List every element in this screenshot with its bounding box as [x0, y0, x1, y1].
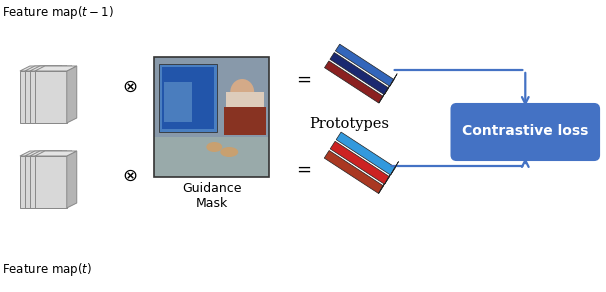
Ellipse shape: [221, 147, 238, 157]
Polygon shape: [324, 150, 384, 194]
Bar: [162, 67, 215, 129]
Bar: [226, 92, 264, 127]
Bar: [224, 107, 266, 135]
Polygon shape: [35, 156, 67, 208]
Polygon shape: [62, 151, 72, 208]
Polygon shape: [52, 151, 62, 208]
Polygon shape: [379, 180, 387, 194]
Bar: [155, 57, 269, 177]
Polygon shape: [62, 66, 72, 123]
Polygon shape: [57, 151, 67, 208]
Polygon shape: [57, 66, 67, 123]
Polygon shape: [20, 156, 52, 208]
Polygon shape: [25, 71, 57, 123]
Bar: [164, 82, 192, 122]
Polygon shape: [20, 151, 62, 156]
Polygon shape: [390, 161, 399, 175]
Polygon shape: [384, 82, 391, 95]
Text: Contrastive loss: Contrastive loss: [462, 124, 588, 138]
Bar: [155, 137, 269, 177]
Polygon shape: [30, 156, 62, 208]
Polygon shape: [67, 151, 77, 208]
Polygon shape: [379, 91, 387, 103]
Text: Feature map$(t)$: Feature map$(t)$: [2, 261, 92, 278]
Text: Feature map$(t-1)$: Feature map$(t-1)$: [2, 4, 114, 21]
Text: =: =: [296, 71, 311, 89]
Polygon shape: [35, 151, 77, 156]
Polygon shape: [35, 66, 77, 71]
Polygon shape: [67, 66, 77, 123]
Polygon shape: [25, 156, 57, 208]
Ellipse shape: [230, 79, 254, 105]
Text: Guidance
Mask: Guidance Mask: [182, 182, 242, 210]
Polygon shape: [385, 171, 393, 184]
Text: =: =: [296, 161, 311, 179]
Text: $\otimes$: $\otimes$: [122, 78, 138, 96]
Polygon shape: [25, 151, 67, 156]
FancyBboxPatch shape: [451, 104, 599, 160]
Ellipse shape: [206, 142, 222, 152]
Text: $\otimes$: $\otimes$: [122, 167, 138, 185]
Polygon shape: [20, 71, 52, 123]
Polygon shape: [25, 66, 67, 71]
Polygon shape: [30, 151, 72, 156]
Text: Prototypes: Prototypes: [309, 117, 389, 131]
Polygon shape: [324, 61, 383, 103]
Polygon shape: [30, 66, 72, 71]
Bar: [159, 64, 218, 132]
Polygon shape: [52, 66, 62, 123]
Polygon shape: [330, 53, 388, 95]
Polygon shape: [390, 74, 397, 86]
Polygon shape: [330, 141, 390, 184]
Polygon shape: [30, 71, 62, 123]
Polygon shape: [335, 44, 394, 86]
Polygon shape: [20, 66, 62, 71]
Bar: [155, 57, 269, 177]
Polygon shape: [336, 132, 395, 175]
Polygon shape: [35, 71, 67, 123]
